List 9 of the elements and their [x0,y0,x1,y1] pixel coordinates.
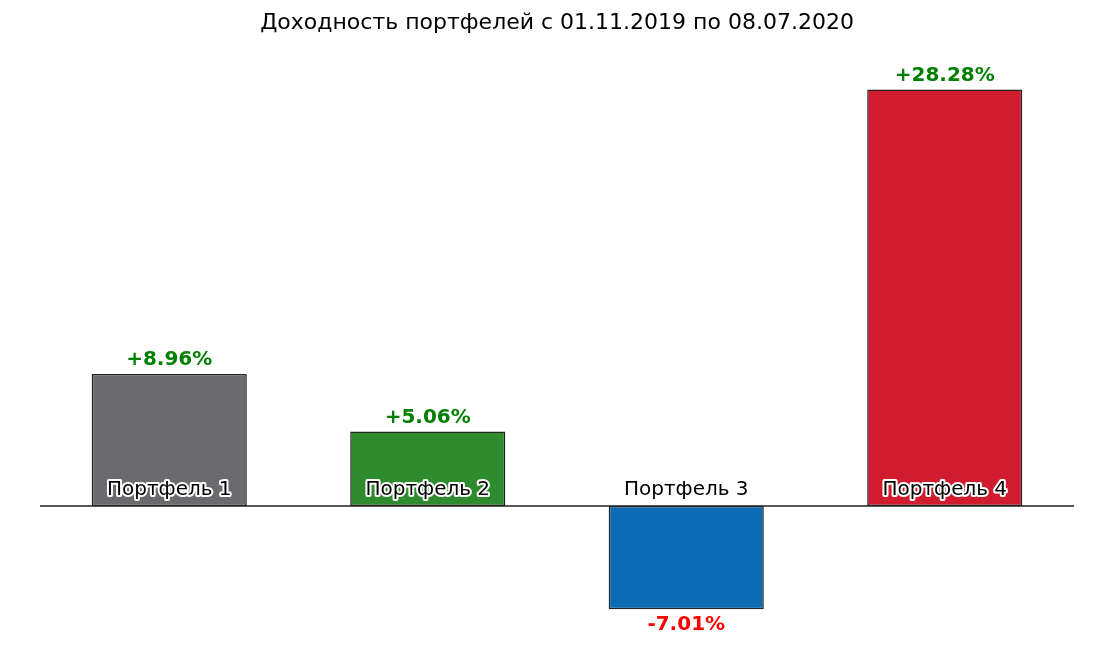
x-tick-label: Портфель 2 [365,476,491,501]
data-label: +28.28% [894,61,995,86]
data-label: +5.06% [384,403,471,428]
data-label: -7.01% [647,611,726,636]
data-label: +8.96% [126,346,213,371]
x-tick-label: Портфель 4 [882,476,1008,501]
x-tick-label: Портфель 1 [106,476,232,501]
x-tick-label: Портфель 3 [623,476,749,501]
chart-title: Доходность портфелей с 01.11.2019 по 08.07.2020 [260,8,854,34]
